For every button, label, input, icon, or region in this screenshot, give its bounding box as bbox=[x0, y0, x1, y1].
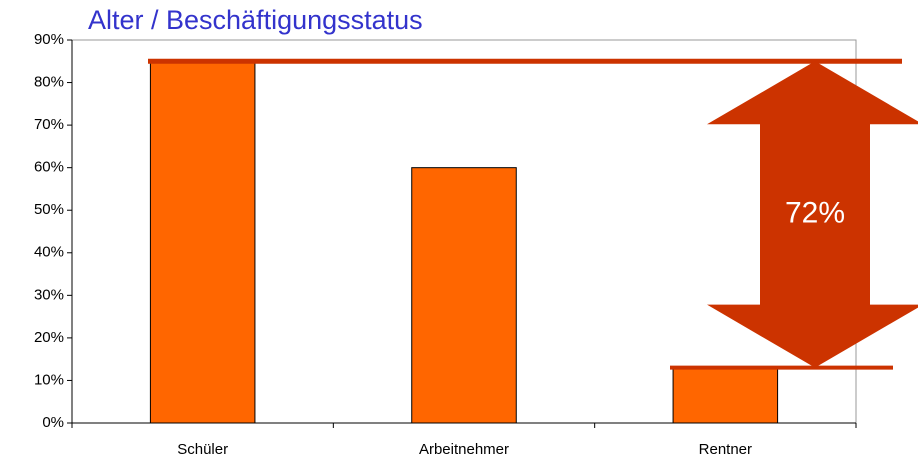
y-tick-label: 50% bbox=[34, 201, 64, 218]
annotation: 72% bbox=[785, 196, 845, 229]
y-tick-label: 30% bbox=[34, 286, 64, 303]
bar bbox=[149, 60, 256, 424]
x-tick-label: Arbeitnehmer bbox=[419, 441, 509, 458]
y-tick-label: 90% bbox=[34, 31, 64, 48]
y-tick-label: 40% bbox=[34, 244, 64, 261]
double-arrow bbox=[707, 61, 918, 368]
bar bbox=[411, 167, 517, 424]
y-tick-label: 10% bbox=[34, 371, 64, 388]
x-tick-label: Schüler bbox=[177, 441, 228, 458]
bar bbox=[672, 367, 779, 424]
y-tick-label: 80% bbox=[34, 74, 64, 91]
y-tick-label: 60% bbox=[34, 159, 64, 176]
x-tick-label: Rentner bbox=[699, 441, 752, 458]
y-tick-label: 20% bbox=[34, 329, 64, 346]
y-tick-label: 70% bbox=[34, 116, 64, 133]
chart-title: Alter / Beschäftigungsstatus bbox=[88, 5, 423, 35]
y-tick-label: 0% bbox=[42, 414, 64, 431]
